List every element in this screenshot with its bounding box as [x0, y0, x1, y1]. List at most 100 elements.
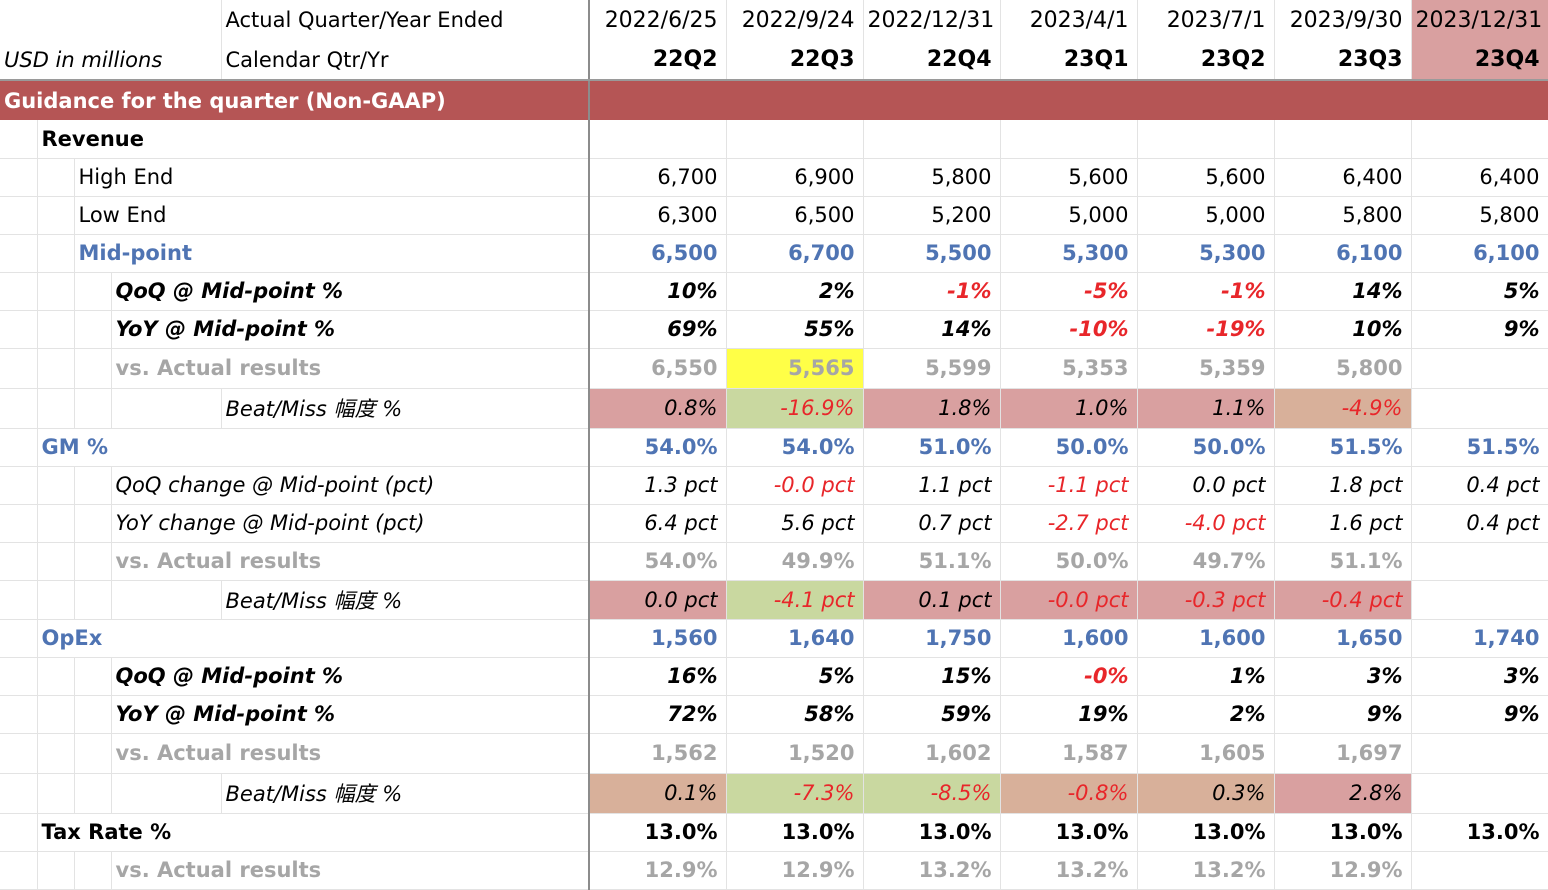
row-label[interactable]: Low End: [74, 196, 221, 235]
quarter-cell[interactable]: 22Q2: [589, 40, 727, 81]
value-cell[interactable]: 1,600: [1000, 619, 1138, 658]
value-cell[interactable]: 5,300: [1137, 234, 1275, 273]
value-cell[interactable]: 13.0%: [589, 813, 727, 852]
value-cell[interactable]: [1411, 348, 1548, 389]
value-cell-negative[interactable]: -0.0 pct: [1000, 580, 1138, 620]
value-cell[interactable]: 1,560: [589, 619, 727, 658]
quarter-cell[interactable]: 22Q3: [726, 40, 864, 81]
value-cell[interactable]: 5,200: [863, 196, 1001, 235]
header-empty-cell[interactable]: [0, 0, 222, 40]
row-label[interactable]: vs. Actual results: [111, 542, 590, 581]
value-cell[interactable]: 13.0%: [1000, 813, 1138, 852]
value-cell[interactable]: 19%: [1000, 695, 1138, 734]
value-cell[interactable]: 2%: [726, 272, 864, 311]
value-cell[interactable]: 1,640: [726, 619, 864, 658]
value-cell[interactable]: 58%: [726, 695, 864, 734]
value-cell[interactable]: 6,700: [726, 234, 864, 273]
row-label[interactable]: Revenue: [37, 120, 221, 159]
value-cell[interactable]: 1.3 pct: [589, 466, 727, 505]
value-cell[interactable]: 5,800: [1274, 196, 1412, 235]
value-cell[interactable]: 14%: [863, 310, 1001, 349]
value-cell[interactable]: 3%: [1411, 657, 1548, 696]
row-label[interactable]: QoQ @ Mid-point %: [111, 657, 590, 696]
value-cell[interactable]: 12.9%: [589, 851, 727, 890]
value-cell[interactable]: 6,550: [589, 348, 727, 389]
value-cell[interactable]: 1,562: [589, 733, 727, 774]
value-cell[interactable]: 6,300: [589, 196, 727, 235]
value-cell-negative[interactable]: -0.8%: [1000, 773, 1138, 814]
value-cell-negative[interactable]: -1%: [863, 272, 1001, 311]
value-cell[interactable]: 13.0%: [726, 813, 864, 852]
value-cell-negative[interactable]: -2.7 pct: [1000, 504, 1138, 543]
value-cell[interactable]: 59%: [863, 695, 1001, 734]
date-cell-current[interactable]: 2023/12/31: [1411, 0, 1548, 40]
value-cell[interactable]: 2%: [1137, 695, 1275, 734]
value-cell[interactable]: 51.1%: [863, 542, 1001, 581]
value-cell[interactable]: 6,100: [1274, 234, 1412, 273]
quarter-cell[interactable]: 22Q4: [863, 40, 1001, 81]
row-label[interactable]: Tax Rate %: [37, 813, 221, 852]
value-cell[interactable]: 1.1%: [1137, 388, 1275, 429]
value-cell[interactable]: 1.8 pct: [1274, 466, 1412, 505]
section-title[interactable]: Guidance for the quarter (Non-GAAP): [0, 80, 590, 120]
value-cell-negative[interactable]: -19%: [1137, 310, 1275, 349]
value-cell[interactable]: 6,500: [589, 234, 727, 273]
value-cell[interactable]: 6,100: [1411, 234, 1548, 273]
value-cell[interactable]: 0.7 pct: [863, 504, 1001, 543]
quarter-cell-current[interactable]: 23Q4: [1411, 40, 1548, 81]
value-cell[interactable]: 12.9%: [726, 851, 864, 890]
row-label[interactable]: vs. Actual results: [111, 348, 590, 389]
value-cell[interactable]: 5,500: [863, 234, 1001, 273]
value-cell[interactable]: 51.0%: [863, 428, 1001, 467]
value-cell[interactable]: 69%: [589, 310, 727, 349]
row-label[interactable]: QoQ change @ Mid-point (pct): [111, 466, 590, 505]
value-cell[interactable]: 16%: [589, 657, 727, 696]
value-cell[interactable]: 5,600: [1137, 158, 1275, 197]
value-cell[interactable]: 49.7%: [1137, 542, 1275, 581]
value-cell-negative[interactable]: -10%: [1000, 310, 1138, 349]
quarter-cell[interactable]: 23Q2: [1137, 40, 1275, 81]
value-cell[interactable]: 6.4 pct: [589, 504, 727, 543]
value-cell[interactable]: 51.5%: [1274, 428, 1412, 467]
value-cell[interactable]: 54.0%: [726, 428, 864, 467]
section-fill[interactable]: [589, 80, 1548, 120]
row-label[interactable]: vs. Actual results: [111, 733, 590, 774]
value-cell[interactable]: 1,697: [1274, 733, 1412, 774]
value-cell[interactable]: 13.2%: [1000, 851, 1138, 890]
value-cell[interactable]: 1,600: [1137, 619, 1275, 658]
value-cell-negative[interactable]: -4.1 pct: [726, 580, 864, 620]
date-cell[interactable]: 2022/6/25: [589, 0, 727, 40]
row-label[interactable]: vs. Actual results: [111, 851, 590, 890]
value-cell[interactable]: 0.4 pct: [1411, 466, 1548, 505]
row-label[interactable]: YoY @ Mid-point %: [111, 695, 590, 734]
value-cell[interactable]: 0.0 pct: [589, 580, 727, 620]
value-cell[interactable]: 1.6 pct: [1274, 504, 1412, 543]
value-cell[interactable]: 1,602: [863, 733, 1001, 774]
value-cell[interactable]: 72%: [589, 695, 727, 734]
value-cell[interactable]: 13.0%: [1411, 813, 1548, 852]
value-cell[interactable]: 0.1 pct: [863, 580, 1001, 620]
value-cell[interactable]: 1,605: [1137, 733, 1275, 774]
quarter-cell[interactable]: 23Q3: [1274, 40, 1412, 81]
row-label[interactable]: YoY @ Mid-point %: [111, 310, 590, 349]
row-label[interactable]: GM %: [37, 428, 221, 467]
header-row2-label[interactable]: Calendar Qtr/Yr: [221, 40, 590, 81]
value-cell[interactable]: 9%: [1274, 695, 1412, 734]
value-cell[interactable]: 1,520: [726, 733, 864, 774]
value-cell[interactable]: 0.3%: [1137, 773, 1275, 814]
value-cell[interactable]: 54.0%: [589, 542, 727, 581]
value-cell[interactable]: 50.0%: [1000, 542, 1138, 581]
value-cell[interactable]: 49.9%: [726, 542, 864, 581]
value-cell-negative[interactable]: -8.5%: [863, 773, 1001, 814]
value-cell[interactable]: 6,400: [1274, 158, 1412, 197]
value-cell[interactable]: 13.0%: [1274, 813, 1412, 852]
value-cell[interactable]: 1.0%: [1000, 388, 1138, 429]
value-cell[interactable]: 55%: [726, 310, 864, 349]
value-cell[interactable]: 1%: [1137, 657, 1275, 696]
value-cell[interactable]: 5,300: [1000, 234, 1138, 273]
value-cell[interactable]: 54.0%: [589, 428, 727, 467]
value-cell[interactable]: 5,353: [1000, 348, 1138, 389]
date-cell[interactable]: 2022/12/31: [863, 0, 1001, 40]
value-cell[interactable]: 50.0%: [1137, 428, 1275, 467]
value-cell[interactable]: 9%: [1411, 310, 1548, 349]
